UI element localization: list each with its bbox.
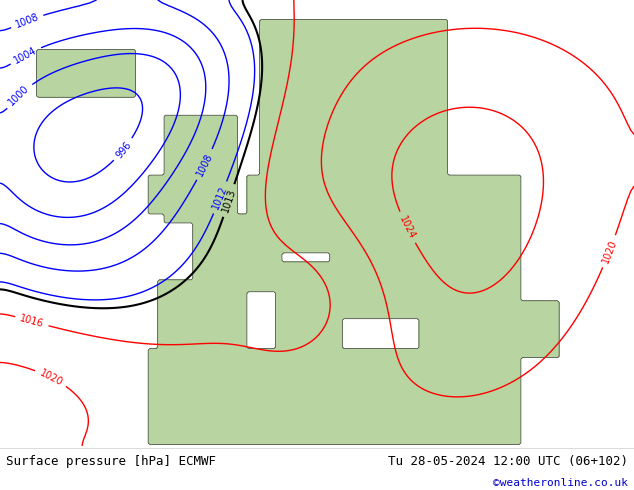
Text: 996: 996	[113, 139, 133, 160]
Text: 1024: 1024	[398, 214, 417, 241]
Text: 1016: 1016	[19, 313, 45, 329]
Text: 1020: 1020	[38, 368, 64, 388]
Text: 1004: 1004	[12, 45, 39, 66]
Text: Surface pressure [hPa] ECMWF: Surface pressure [hPa] ECMWF	[6, 455, 216, 468]
Text: 1008: 1008	[14, 12, 40, 30]
Text: 1013: 1013	[220, 187, 238, 214]
Text: 1008: 1008	[195, 151, 215, 178]
Text: Tu 28-05-2024 12:00 UTC (06+102): Tu 28-05-2024 12:00 UTC (06+102)	[387, 455, 628, 468]
Text: 1000: 1000	[7, 84, 32, 108]
Text: 1020: 1020	[600, 238, 618, 265]
Text: ©weatheronline.co.uk: ©weatheronline.co.uk	[493, 478, 628, 489]
Text: 1012: 1012	[211, 184, 230, 211]
